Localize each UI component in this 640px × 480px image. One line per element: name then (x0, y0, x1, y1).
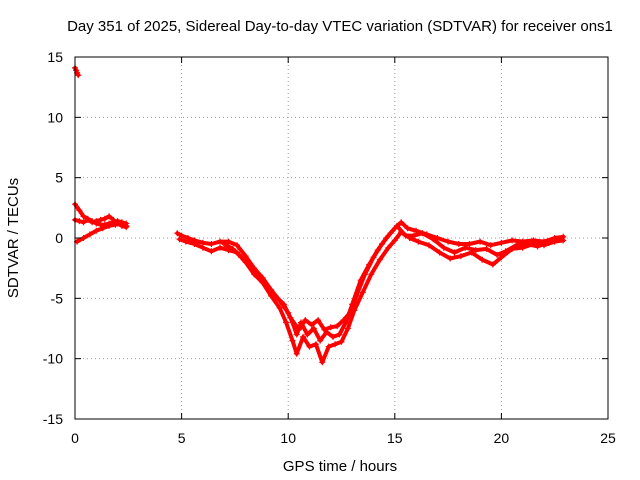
plot-frame (74, 56, 609, 420)
tick-labels: 0 5 10 15 20 25 -15 -10 -5 0 5 10 15 (43, 49, 616, 446)
y-tick-label: 15 (47, 49, 63, 65)
grid (75, 57, 608, 419)
x-tick-label: 20 (494, 430, 510, 446)
axis-ticks (74, 56, 609, 420)
x-tick-label: 10 (280, 430, 296, 446)
series-track-5 (175, 220, 566, 343)
x-tick-label: 5 (178, 430, 186, 446)
chart-title: Day 351 of 2025, Sidereal Day-to-day VTE… (67, 18, 613, 35)
x-tick-label: 0 (71, 430, 79, 446)
x-axis-label: GPS time / hours (283, 458, 397, 475)
y-tick-label: 10 (47, 109, 63, 125)
x-tick-label: 15 (387, 430, 403, 446)
y-tick-label: -10 (43, 351, 63, 367)
x-tick-label: 25 (600, 430, 616, 446)
y-axis-label: SDTVAR / TECUs (5, 178, 22, 298)
series-track-7 (222, 223, 561, 332)
data-point-markers (74, 220, 130, 245)
data-point-markers (221, 222, 562, 333)
y-tick-label: 5 (55, 170, 63, 186)
y-tick-label: -5 (51, 290, 64, 306)
y-tick-label: -15 (43, 411, 63, 427)
y-tick-label: 0 (55, 230, 63, 246)
data-series (72, 64, 567, 366)
